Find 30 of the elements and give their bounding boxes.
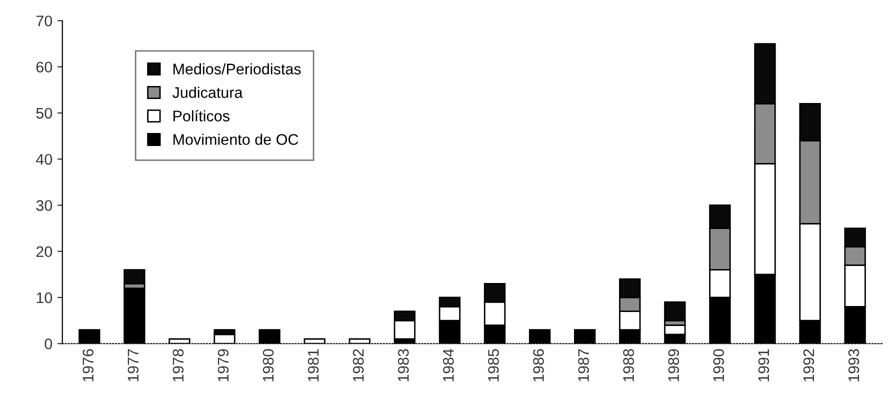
legend-label: Movimiento de OC: [174, 134, 298, 145]
y-tick-label: 30: [36, 200, 52, 211]
x-tick-label: 1984: [442, 348, 454, 382]
x-tick-label: 1979: [218, 349, 229, 382]
y-tick-label: 0: [44, 338, 52, 350]
legend-label: Políticos: [174, 110, 230, 122]
x-tick-label: 1980: [262, 349, 274, 382]
x-tick-label: 1978: [172, 349, 184, 382]
x-tick-label: 1976: [82, 349, 94, 382]
y-tick-label: 60: [36, 62, 52, 73]
y-tick-label: 40: [36, 154, 52, 165]
y-tick-label: 50: [36, 108, 52, 119]
y-tick-label: 10: [36, 292, 52, 304]
x-tick-label: 1993: [848, 349, 860, 382]
x-tick-label: 1977: [128, 349, 139, 382]
x-tick-label: 1982: [352, 349, 364, 382]
x-tick-label: 1988: [623, 349, 634, 382]
x-tick-label: 1991: [758, 349, 770, 382]
y-tick-label: 70: [36, 16, 52, 26]
legend-label: Medios/Periodistas: [174, 63, 301, 74]
y-tick-label: 20: [36, 246, 52, 258]
x-tick-label: 1985: [488, 349, 499, 382]
x-tick-label: 1987: [578, 349, 589, 382]
x-tick-label: 1989: [668, 349, 680, 382]
x-tick-label: 1992: [803, 349, 814, 382]
legend-label: Judicatura: [172, 86, 243, 98]
x-tick-label: 1983: [398, 349, 409, 382]
x-tick-label: 1990: [713, 349, 724, 382]
x-tick-label: 1981: [308, 349, 319, 382]
x-tick-label: 1986: [533, 349, 544, 382]
